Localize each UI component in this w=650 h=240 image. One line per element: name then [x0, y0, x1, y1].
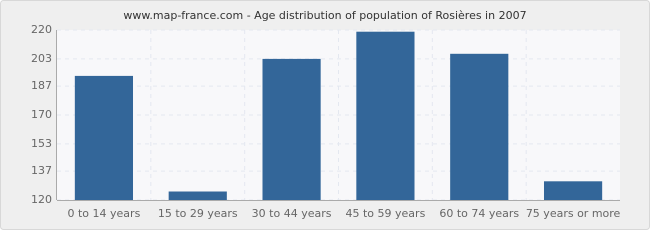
bar	[450, 53, 509, 200]
y-tick-label: 120	[31, 193, 52, 206]
y-tick-label: 153	[31, 137, 52, 150]
x-tick-label: 60 to 74 years	[439, 207, 519, 220]
chart-title: www.map-france.com - Age distribution of…	[123, 9, 526, 22]
bar	[168, 191, 227, 200]
y-tick-label: 203	[31, 52, 52, 65]
y-tick-label: 170	[31, 108, 52, 121]
bar	[356, 31, 415, 201]
bar	[543, 181, 603, 200]
x-tick-label: 30 to 44 years	[252, 207, 332, 220]
chart: www.map-france.com - Age distribution of…	[0, 0, 650, 230]
bar	[74, 75, 134, 200]
x-tick-label: 75 years or more	[526, 207, 621, 220]
x-tick-label: 0 to 14 years	[68, 207, 141, 220]
x-tick-label: 45 to 59 years	[346, 207, 426, 220]
x-tick-label: 15 to 29 years	[158, 207, 238, 220]
y-tick-label: 137	[31, 164, 52, 177]
bar	[262, 58, 321, 201]
y-tick-label: 187	[31, 79, 52, 92]
y-tick-label: 220	[31, 23, 52, 36]
